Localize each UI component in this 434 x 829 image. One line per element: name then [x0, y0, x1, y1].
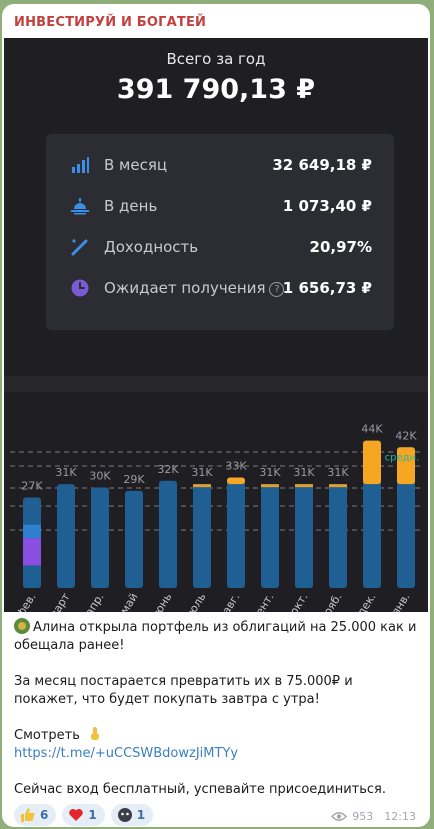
average-label: средн. — [385, 453, 420, 464]
message-line: Смотреть — [14, 727, 418, 745]
sunrise-icon — [71, 198, 89, 215]
row-value: 1 073,40 ₽ — [282, 197, 372, 215]
x-tick-label: дек. — [355, 591, 379, 612]
invite-link[interactable]: https://t.me/+uCCSWBdowzJiMTYy — [14, 746, 239, 761]
bar-value-label: 29K — [123, 473, 145, 486]
bar — [125, 490, 143, 588]
reaction-blob[interactable]: 1 — [110, 804, 154, 826]
help-icon[interactable]: ? — [269, 282, 285, 297]
bar-segment-top — [295, 484, 313, 488]
section-divider — [4, 376, 428, 392]
row-value: 20,97% — [309, 238, 372, 256]
row-label: Ожидает получения? — [104, 279, 285, 297]
dividend-screenshot[interactable]: Всего за год 391 790,13 ₽ В месяц 32 649… — [4, 38, 428, 612]
bar-value-label: 44K — [361, 423, 383, 436]
message-text: Алина открыла портфель из облигаций на 2… — [14, 618, 418, 799]
bar — [91, 487, 109, 588]
bar-value-label: 32K — [157, 463, 179, 476]
total-value: 391 790,13 ₽ — [116, 74, 316, 105]
x-tick-label: нояб. — [317, 591, 344, 612]
bar-segment-top — [329, 484, 347, 488]
row-pending: Ожидает получения? 1 656,73 ₽ — [46, 273, 394, 303]
bar-segment-top — [227, 477, 245, 485]
x-tick-label: янв. — [389, 591, 413, 612]
monthly-dividends-chart: 27K фев. 31K март 30K апр. 29K май 32K июнь 31K июл… — [10, 423, 422, 612]
bar — [295, 484, 313, 588]
bar-value-label: 31K — [259, 466, 281, 479]
x-tick-label: окт. — [287, 591, 310, 612]
heart-icon — [69, 809, 84, 821]
bar-value-label: 30K — [89, 470, 111, 483]
bar-segment-top — [193, 484, 211, 488]
bar-chart-icon — [72, 157, 89, 173]
bar-segment-pending — [23, 538, 41, 566]
reaction-thumbs-up[interactable]: 6 — [14, 804, 57, 826]
bar-segment-top — [261, 484, 279, 488]
row-value: 1 656,73 ₽ — [282, 279, 372, 297]
bar-segment — [23, 524, 41, 539]
message-time: 12:13 — [384, 810, 416, 823]
message-line: Алина открыла портфель из облигаций на 2… — [14, 618, 417, 653]
bar-value-label: 27K — [21, 480, 43, 493]
percent-slash-icon — [71, 239, 88, 256]
x-tick-label: май — [118, 591, 141, 612]
reaction-heart[interactable]: 1 — [62, 804, 105, 826]
bar-value-label: 33K — [225, 459, 247, 472]
x-tick-label: сент. — [250, 591, 277, 612]
bar — [57, 484, 75, 588]
clock-icon — [71, 279, 89, 297]
x-tick-label: март — [46, 590, 72, 612]
reactions-bar: 6 1 1 — [14, 804, 154, 826]
bar-segment-top — [363, 440, 381, 485]
x-tick-label: фев. — [14, 591, 39, 612]
bar — [261, 484, 279, 588]
message-line: За месяц постарается превратить их в 75.… — [14, 674, 353, 707]
x-tick-label: июль — [182, 591, 209, 612]
channel-name[interactable]: ИНВЕСТИРУЙ И БОГАТЕЙ — [14, 15, 207, 30]
bar-value-label: 31K — [191, 466, 213, 479]
row-label: В месяц — [104, 156, 168, 174]
bar-value-label: 31K — [327, 466, 349, 479]
blob-face-icon — [117, 808, 132, 822]
bar — [159, 480, 177, 588]
message-bubble: ИНВЕСТИРУЙ И БОГАТЕЙ Всего за год 391 79… — [2, 4, 430, 827]
eye-icon — [331, 812, 348, 821]
point-down-icon — [91, 727, 100, 740]
row-label: Доходность — [104, 238, 199, 256]
custom-emoji-icon — [14, 618, 30, 634]
row-monthly: В месяц 32 649,18 ₽ — [46, 150, 394, 180]
x-tick-label: апр. — [83, 591, 107, 612]
row-value: 32 649,18 ₽ — [272, 156, 372, 174]
total-label: Всего за год — [166, 50, 266, 68]
message-meta: 953 12:13 — [331, 810, 416, 823]
bar-value-label: 31K — [55, 466, 77, 479]
summary-card: В месяц 32 649,18 ₽ В день 1 073,40 ₽ До… — [46, 134, 394, 330]
bar-segment-top — [397, 447, 415, 485]
bar-value-label: 31K — [293, 466, 315, 479]
x-tick-label: июнь — [148, 591, 175, 612]
bar — [193, 484, 211, 588]
row-yield: Доходность 20,97% — [46, 232, 394, 262]
views-count: 953 — [352, 810, 374, 823]
bar — [227, 477, 245, 588]
x-tick-label: авг. — [220, 591, 243, 612]
row-daily: В день 1 073,40 ₽ — [46, 191, 394, 221]
row-label: В день — [104, 197, 158, 215]
bar-value-label: 42K — [395, 429, 417, 442]
thumbs-up-icon — [21, 808, 35, 822]
bar — [329, 484, 347, 588]
message-line: Сейчас вход бесплатный, успевайте присое… — [14, 782, 387, 797]
